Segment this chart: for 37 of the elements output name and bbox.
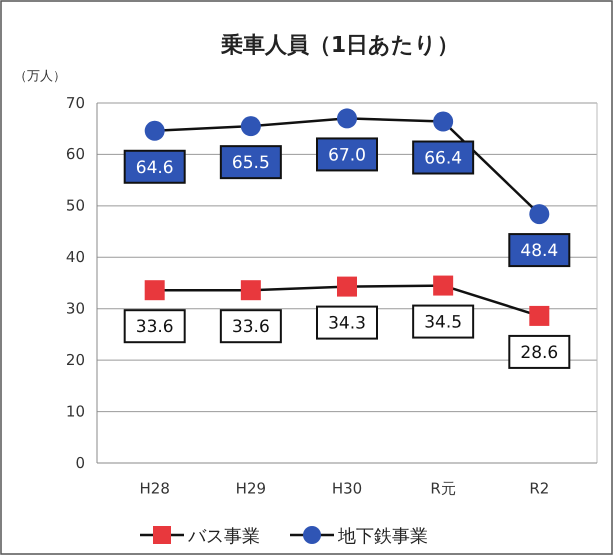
data-label: 28.6 <box>520 342 558 363</box>
x-tick-label: R2 <box>529 480 550 498</box>
data-label: 33.6 <box>232 317 270 338</box>
data-label: 64.6 <box>136 158 174 178</box>
point <box>529 306 550 326</box>
y-tick-label: 0 <box>75 454 85 472</box>
data-label: 48.4 <box>520 241 558 262</box>
x-tick-label: H29 <box>236 480 266 498</box>
point <box>529 204 550 224</box>
point <box>144 280 165 300</box>
legend-label: バス事業 <box>187 526 260 547</box>
legend-label: 地下鉄事業 <box>337 526 428 547</box>
data-label: 65.5 <box>232 153 270 174</box>
x-tick-label: H28 <box>140 480 170 498</box>
point <box>144 120 165 141</box>
data-label: 34.3 <box>328 314 366 334</box>
y-tick-label: 10 <box>66 402 85 420</box>
y-tick-label: 60 <box>66 145 85 164</box>
point <box>337 108 357 128</box>
point <box>337 276 357 297</box>
x-tick-label: H30 <box>332 480 362 498</box>
point <box>240 116 261 136</box>
chart-title: 乗車人員（1日あたり） <box>220 33 460 58</box>
x-tick-label: R元 <box>430 480 456 498</box>
y-tick-label: 30 <box>66 300 85 318</box>
point <box>433 276 454 296</box>
data-label: 66.4 <box>424 148 462 169</box>
y-tick-label: 70 <box>66 94 85 112</box>
y-axis-title: （万人） <box>14 69 66 84</box>
y-tick-label: 20 <box>66 350 85 369</box>
data-label: 34.5 <box>424 312 462 333</box>
point <box>433 112 454 132</box>
data-label: 33.6 <box>136 317 174 338</box>
data-label: 67.0 <box>328 145 366 166</box>
y-tick-label: 50 <box>66 196 85 215</box>
y-tick-label: 40 <box>66 248 85 266</box>
point <box>240 280 261 300</box>
